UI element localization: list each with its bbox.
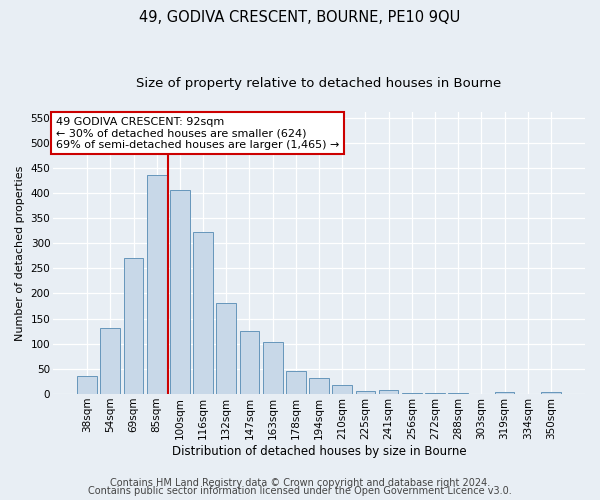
Bar xyxy=(448,393,468,394)
Y-axis label: Number of detached properties: Number of detached properties xyxy=(15,166,25,341)
Bar xyxy=(217,302,236,394)
Text: 49, GODIVA CRESCENT, BOURNE, PE10 9QU: 49, GODIVA CRESCENT, BOURNE, PE10 9QU xyxy=(139,10,461,25)
Bar xyxy=(124,258,143,394)
Bar xyxy=(379,390,398,394)
Bar xyxy=(356,390,375,394)
Bar xyxy=(193,232,213,394)
X-axis label: Distribution of detached houses by size in Bourne: Distribution of detached houses by size … xyxy=(172,444,466,458)
Text: 49 GODIVA CRESCENT: 92sqm
← 30% of detached houses are smaller (624)
69% of semi: 49 GODIVA CRESCENT: 92sqm ← 30% of detac… xyxy=(56,116,339,150)
Bar xyxy=(309,378,329,394)
Bar xyxy=(495,392,514,394)
Bar xyxy=(402,393,422,394)
Text: Contains HM Land Registry data © Crown copyright and database right 2024.: Contains HM Land Registry data © Crown c… xyxy=(110,478,490,488)
Bar xyxy=(239,330,259,394)
Bar xyxy=(286,372,306,394)
Bar xyxy=(100,328,120,394)
Bar xyxy=(170,190,190,394)
Bar xyxy=(425,393,445,394)
Bar xyxy=(263,342,283,394)
Title: Size of property relative to detached houses in Bourne: Size of property relative to detached ho… xyxy=(136,78,502,90)
Bar xyxy=(147,176,167,394)
Bar xyxy=(77,376,97,394)
Bar xyxy=(332,385,352,394)
Text: Contains public sector information licensed under the Open Government Licence v3: Contains public sector information licen… xyxy=(88,486,512,496)
Bar xyxy=(541,392,561,394)
